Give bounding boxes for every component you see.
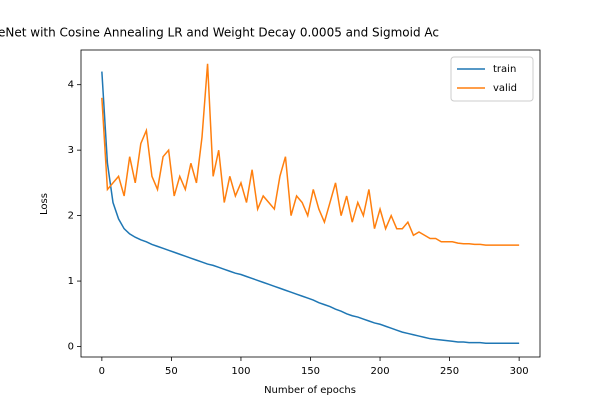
- x-tick-label: 250: [440, 366, 459, 377]
- y-tick-label: 3: [68, 145, 74, 156]
- y-tick-label: 4: [68, 80, 74, 91]
- legend-label: valid: [493, 83, 517, 94]
- y-tick-label: 1: [68, 276, 74, 287]
- x-axis-label: Number of epochs: [264, 385, 356, 396]
- plot-frame: [80, 49, 541, 358]
- chart-title: eNet with Cosine Annealing LR and Weight…: [0, 26, 439, 40]
- y-tick-label: 2: [68, 211, 74, 222]
- y-tick-label: 0: [68, 342, 74, 353]
- x-tick-label: 50: [165, 366, 178, 377]
- x-tick-label: 150: [301, 366, 320, 377]
- line-series: [101, 71, 520, 345]
- x-tick-label: 300: [510, 366, 529, 377]
- legend-box: [450, 56, 534, 102]
- x-tick-label: 200: [370, 366, 389, 377]
- legend-label: train: [493, 64, 516, 75]
- x-tick-label: 0: [99, 366, 105, 377]
- line-series: [101, 63, 520, 246]
- x-tick-label: 100: [231, 366, 250, 377]
- y-axis-label: Loss: [39, 193, 50, 215]
